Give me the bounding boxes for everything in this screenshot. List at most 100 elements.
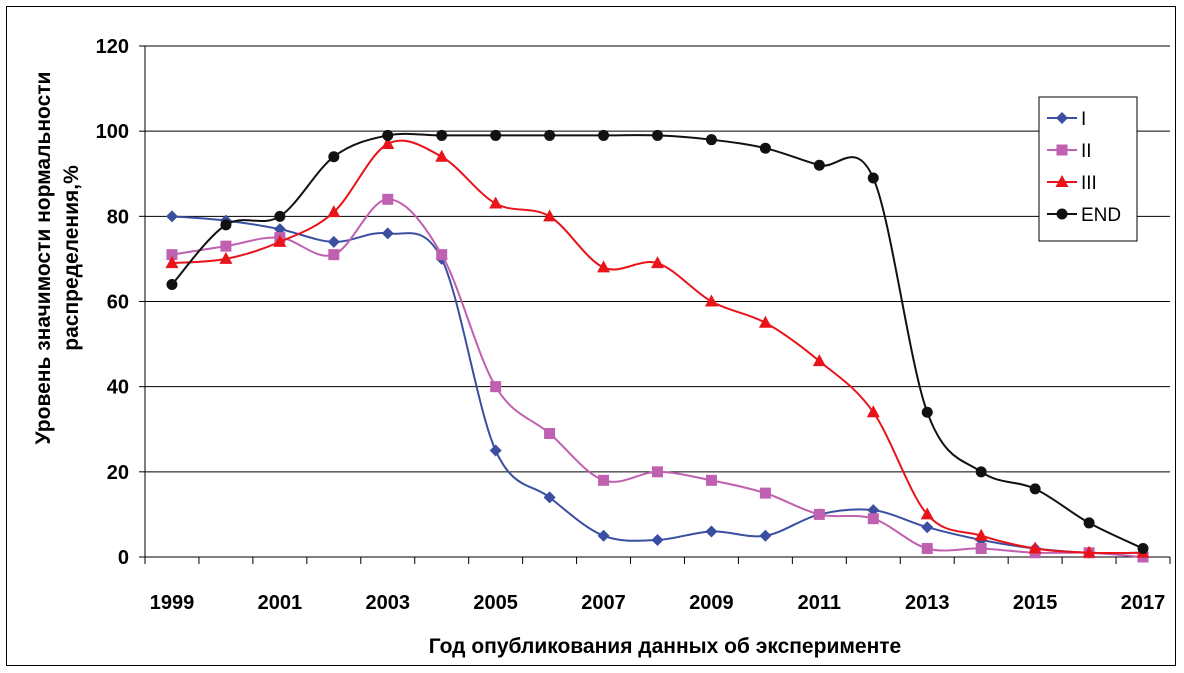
axes (139, 45, 1171, 564)
data-point-end-2011 (813, 159, 825, 171)
data-point-i-2005 (489, 444, 502, 457)
y-tick-label-60: 60 (107, 292, 129, 314)
data-point-iii-2007 (597, 260, 611, 273)
legend-label-iii: III (1081, 173, 1097, 194)
data-point-end-2005 (490, 129, 502, 141)
data-point-ii-2002 (328, 249, 340, 261)
x-tick-label-2001: 2001 (258, 592, 303, 614)
data-point-end-2007 (598, 129, 610, 141)
series-iii (165, 136, 1150, 558)
data-point-end-2003 (382, 129, 394, 141)
data-point-iii-1999 (165, 256, 179, 269)
series-group (165, 129, 1150, 563)
data-point-i-2007 (597, 529, 610, 542)
series-line-end (171, 132, 1144, 550)
legend-marker-iii (1055, 175, 1069, 187)
data-point-i-2002 (327, 235, 340, 248)
data-point-iii-2015 (1028, 541, 1042, 554)
legend-entry-i: I (1047, 109, 1086, 130)
legend-marker-ii (1056, 144, 1068, 156)
data-point-ii-1999 (166, 249, 178, 261)
legend-entry-ii: II (1047, 141, 1092, 162)
data-point-iii-2005 (489, 196, 503, 209)
data-point-ii-2006 (544, 428, 556, 440)
x-tick-label-1999: 1999 (150, 592, 195, 614)
y-axis-label-line-1: Уровень значимости нормальности (32, 72, 55, 445)
y-axis-label-line-2: распределения,% (60, 165, 83, 351)
y-tick-label-100: 100 (96, 121, 129, 143)
data-point-ii-2009 (705, 474, 717, 486)
data-point-i-1999 (165, 210, 178, 223)
data-point-ii-2012 (867, 513, 879, 525)
series-line-iii (171, 139, 1144, 555)
data-point-end-2014 (975, 466, 987, 478)
y-tick-label-20: 20 (107, 462, 129, 484)
data-point-i-2012 (867, 504, 880, 517)
data-point-iii-2000 (219, 251, 233, 264)
data-point-end-2000 (220, 219, 232, 231)
data-point-iii-2009 (704, 294, 718, 307)
series-line-ii (171, 198, 1144, 558)
data-point-end-2015 (1029, 483, 1041, 495)
data-point-i-2010 (759, 529, 772, 542)
data-point-iii-2003 (381, 136, 395, 149)
x-tick-labels: 1999 2001 2003 2005 2007 2009 2011 2013 2015 2017 (150, 592, 1166, 614)
data-point-end-2004 (436, 129, 448, 141)
y-tick-labels: 0 20 40 60 80 100 120 (96, 36, 129, 569)
data-point-end-2013 (921, 406, 933, 418)
data-point-end-2009 (705, 134, 717, 146)
data-point-end-2010 (759, 142, 771, 154)
data-point-i-2003 (381, 227, 394, 240)
data-point-iii-2011 (812, 354, 826, 367)
legend-marker-end (1056, 208, 1068, 220)
data-point-ii-2013 (921, 542, 933, 554)
legend-entry-end: END (1047, 205, 1121, 226)
data-point-end-2017 (1137, 542, 1149, 554)
data-point-ii-2014 (975, 542, 987, 554)
data-point-iii-2002 (327, 205, 341, 218)
data-point-end-2001 (274, 210, 286, 222)
data-point-end-2016 (1083, 517, 1095, 529)
legend-label-end: END (1081, 205, 1121, 226)
data-point-end-1999 (166, 278, 178, 290)
y-tick-label-40: 40 (107, 377, 129, 399)
data-point-iii-2008 (651, 256, 664, 269)
x-tick-label-2013: 2013 (905, 592, 950, 614)
y-tick-label-80: 80 (107, 206, 129, 228)
legend-box (1038, 96, 1138, 242)
data-point-iii-2014 (974, 528, 988, 541)
y-tick-label-0: 0 (118, 547, 129, 569)
data-point-i-2009 (705, 525, 718, 538)
series-line-i (171, 215, 1144, 555)
x-tick-label-2009: 2009 (689, 592, 734, 614)
x-tick-label-2011: 2011 (798, 592, 841, 614)
data-point-ii-2010 (759, 487, 771, 499)
data-point-ii-2003 (382, 193, 394, 205)
data-point-iii-2004 (435, 149, 449, 162)
x-tick-label-2015: 2015 (1013, 592, 1058, 614)
legend-marker-i (1056, 112, 1068, 124)
data-point-ii-2000 (220, 240, 232, 252)
data-point-iii-2016 (1082, 545, 1096, 558)
data-point-iii-2006 (543, 209, 557, 222)
data-point-ii-2007 (598, 474, 610, 486)
data-point-iii-2013 (920, 507, 934, 520)
data-point-iii-2001 (273, 234, 287, 247)
legend-label-ii: II (1081, 141, 1092, 162)
data-point-iii-2012 (866, 405, 880, 418)
data-point-i-2008 (651, 533, 664, 546)
data-point-end-2002 (328, 151, 340, 163)
data-point-end-2012 (867, 172, 879, 184)
chart-frame (6, 6, 1176, 666)
data-point-ii-2005 (490, 381, 502, 393)
series-ii (166, 193, 1149, 563)
data-point-i-2006 (543, 491, 556, 504)
y-tick-label-120: 120 (96, 36, 129, 58)
x-tick-label-2003: 2003 (366, 592, 411, 614)
data-point-iii-2010 (758, 315, 772, 328)
data-point-i-2001 (273, 223, 286, 236)
data-point-ii-2008 (652, 466, 663, 478)
data-point-end-2008 (652, 129, 663, 141)
